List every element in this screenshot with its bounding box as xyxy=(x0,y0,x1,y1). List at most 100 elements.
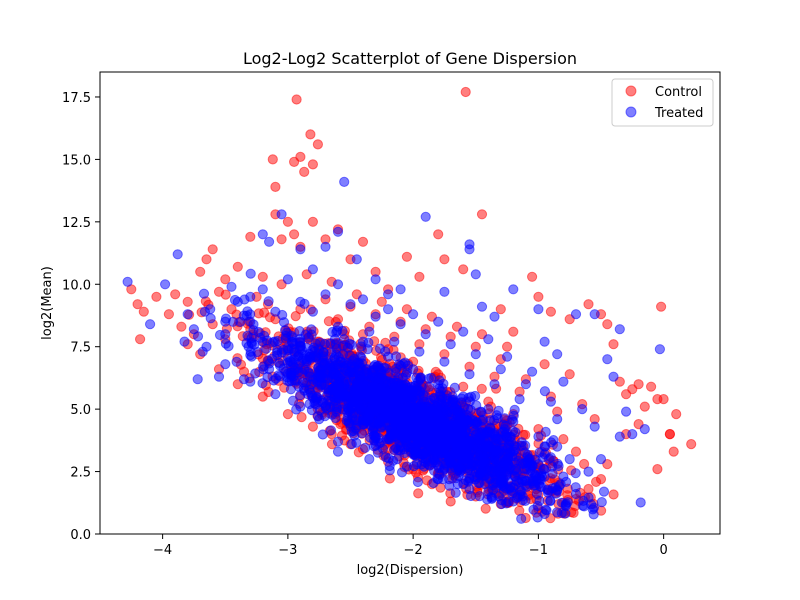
data-point-control xyxy=(502,341,513,352)
data-point-treated xyxy=(241,338,252,349)
data-point-control xyxy=(413,488,424,499)
data-point-control xyxy=(664,429,676,440)
data-point-treated xyxy=(281,366,292,377)
data-point-treated xyxy=(558,471,569,482)
data-point-treated xyxy=(306,324,317,335)
data-point-treated xyxy=(329,395,341,406)
data-point-treated xyxy=(220,338,231,349)
data-point-treated xyxy=(412,476,423,488)
data-point-control xyxy=(295,151,306,162)
data-point-treated xyxy=(391,363,402,374)
data-point-treated xyxy=(257,284,268,295)
data-point-control xyxy=(296,412,307,423)
data-point-treated xyxy=(532,500,543,512)
data-point-treated xyxy=(220,359,231,370)
data-point-treated xyxy=(332,380,344,391)
data-point-treated xyxy=(172,249,183,260)
data-point-control xyxy=(608,489,619,500)
data-point-treated xyxy=(497,476,508,487)
data-point-control xyxy=(307,216,318,227)
data-point-treated xyxy=(393,419,404,430)
data-point-control xyxy=(226,304,237,315)
data-point-treated xyxy=(444,456,455,467)
data-point-treated xyxy=(589,309,600,320)
data-point-control xyxy=(282,216,293,227)
data-point-treated xyxy=(635,497,646,508)
data-point-treated xyxy=(231,356,242,367)
data-point-treated xyxy=(551,484,563,495)
data-point-treated xyxy=(295,244,306,255)
data-point-control xyxy=(201,254,212,265)
data-point-treated xyxy=(485,423,496,434)
data-point-treated xyxy=(286,337,297,348)
data-point-treated xyxy=(396,410,408,421)
data-point-control xyxy=(307,421,318,432)
data-point-treated xyxy=(332,436,344,447)
data-point-control xyxy=(245,231,256,242)
data-point-treated xyxy=(552,441,563,452)
data-point-treated xyxy=(370,431,381,442)
data-point-control xyxy=(307,159,318,170)
data-point-treated xyxy=(357,336,369,347)
data-point-treated xyxy=(332,446,344,457)
data-point-treated xyxy=(408,364,419,375)
data-point-treated xyxy=(304,348,315,360)
data-point-treated xyxy=(226,281,237,292)
y-tick-label: 0.0 xyxy=(70,528,91,543)
data-point-treated xyxy=(307,264,318,275)
data-point-control xyxy=(671,409,682,420)
data-point-treated xyxy=(476,301,488,312)
data-point-control xyxy=(639,401,650,412)
data-point-treated xyxy=(418,421,429,432)
data-point-treated xyxy=(353,365,364,376)
data-point-control xyxy=(583,299,594,310)
data-point-treated xyxy=(608,371,619,382)
data-point-treated xyxy=(364,454,375,465)
data-point-treated xyxy=(395,441,406,452)
data-point-control xyxy=(414,271,425,282)
data-point-treated xyxy=(458,421,469,432)
data-point-treated xyxy=(627,429,638,440)
data-point-treated xyxy=(516,513,527,524)
legend-box xyxy=(611,78,714,127)
data-point-treated xyxy=(289,354,300,365)
data-point-treated xyxy=(246,351,257,362)
data-point-treated xyxy=(415,374,426,385)
x-tick-label: −2 xyxy=(404,543,423,558)
data-point-treated xyxy=(213,371,225,382)
data-point-treated xyxy=(381,408,392,419)
data-point-treated xyxy=(459,440,471,451)
data-point-treated xyxy=(495,364,506,375)
data-point-control xyxy=(270,181,281,192)
data-point-control xyxy=(357,236,369,247)
data-point-treated xyxy=(328,369,339,380)
data-point-control xyxy=(460,86,471,98)
data-point-treated xyxy=(298,383,309,394)
data-point-treated xyxy=(493,447,504,458)
data-point-treated xyxy=(544,453,555,464)
data-point-treated xyxy=(433,316,444,327)
data-point-control xyxy=(253,308,264,319)
data-point-control xyxy=(220,274,231,285)
data-point-control xyxy=(533,291,544,302)
data-point-treated xyxy=(483,334,494,345)
data-point-treated xyxy=(564,454,575,465)
data-point-treated xyxy=(499,413,510,424)
data-point-control xyxy=(195,266,206,277)
data-point-control xyxy=(213,286,225,297)
data-point-control xyxy=(570,446,582,457)
data-point-treated xyxy=(508,496,519,507)
data-point-treated xyxy=(578,495,589,506)
data-point-treated xyxy=(489,311,500,322)
data-point-control xyxy=(480,503,491,514)
data-point-treated xyxy=(474,450,485,461)
data-point-treated xyxy=(270,389,281,400)
data-point-control xyxy=(163,309,174,320)
data-point-treated xyxy=(445,339,456,350)
data-point-treated xyxy=(389,336,400,347)
y-axis: 0.0 2.5 5.0 7.5 10.0 12.5 15.0 17.5 xyxy=(62,91,100,543)
data-point-treated xyxy=(464,483,475,495)
data-point-control xyxy=(433,229,444,240)
data-point-treated xyxy=(533,431,544,442)
